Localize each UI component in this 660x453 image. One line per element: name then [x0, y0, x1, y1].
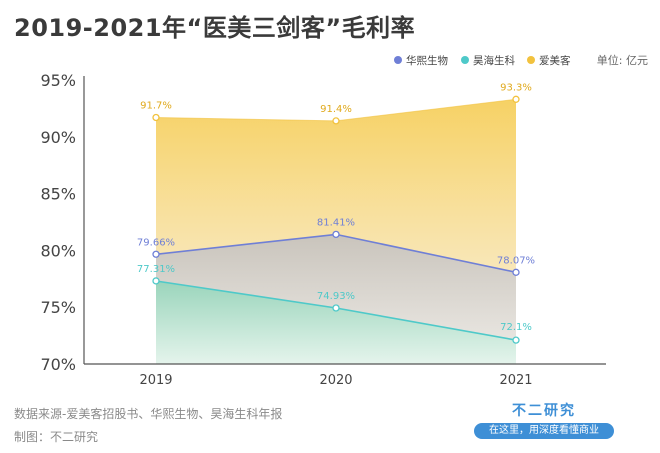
unit-label: 单位: 亿元	[597, 53, 648, 67]
y-tick-label: 95%	[40, 71, 76, 90]
data-label: 93.3%	[500, 82, 532, 93]
data-label: 81.41%	[317, 217, 355, 228]
x-tick-label: 2020	[319, 373, 352, 388]
data-label: 79.66%	[137, 237, 175, 248]
x-tick-label: 2021	[499, 373, 532, 388]
y-tick-label: 75%	[40, 298, 76, 317]
x-tick-label: 2019	[139, 373, 172, 388]
area-aimeike	[156, 99, 516, 273]
y-tick-label: 90%	[40, 128, 76, 147]
data-label: 72.1%	[500, 322, 532, 333]
area-huaxi	[156, 234, 516, 341]
y-tick-label: 70%	[40, 355, 76, 374]
data-label: 91.4%	[320, 104, 352, 115]
data-label: 74.93%	[317, 291, 355, 302]
data-point	[152, 277, 160, 285]
series-lines: 79.66% 81.41% 78.07% 77.31% 74.93% 72.1% 91.7%…	[137, 82, 535, 344]
area-haohai	[156, 281, 516, 364]
data-label: 77.31%	[137, 264, 175, 275]
legend-label: 昊海生科	[473, 54, 515, 67]
brand-slogan: 在这里，用深度看懂商业	[474, 423, 614, 439]
source-note: 数据来源-爱美客招股书、华熙生物、昊海生科年报	[14, 407, 283, 421]
axes: 70% 75% 80% 85% 90% 95% 2019 2020 2021	[40, 71, 606, 388]
y-tick-label: 85%	[40, 185, 76, 204]
data-point	[152, 250, 160, 258]
y-tick-label: 80%	[40, 241, 76, 260]
brand-name: 不二研究	[512, 403, 576, 419]
area-layers	[156, 99, 516, 364]
data-point	[512, 336, 520, 344]
data-point	[512, 95, 520, 103]
legend-label: 华熙生物	[406, 54, 448, 67]
credit-note: 制图：不二研究	[14, 430, 99, 444]
legend-marker	[461, 56, 469, 64]
data-label: 91.7%	[140, 100, 172, 111]
data-point	[512, 268, 520, 276]
legend-marker	[394, 56, 402, 64]
data-point	[332, 117, 340, 125]
data-point	[332, 230, 340, 239]
legend: 华熙生物 昊海生科 爱美客	[394, 54, 571, 67]
legend-label: 爱美客	[539, 54, 571, 67]
legend-marker	[527, 56, 535, 64]
data-point	[332, 304, 340, 312]
data-point	[152, 113, 160, 122]
chart-title: 2019-2021年“医美三剑客”毛利率	[14, 14, 416, 42]
data-label: 78.07%	[497, 255, 535, 266]
